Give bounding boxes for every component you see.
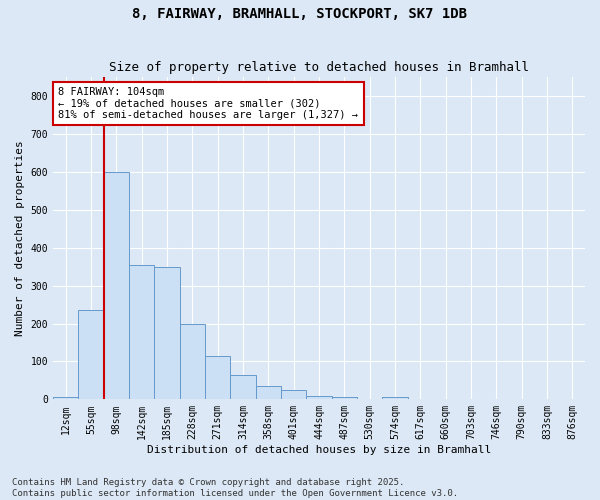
Text: 8 FAIRWAY: 104sqm
← 19% of detached houses are smaller (302)
81% of semi-detache: 8 FAIRWAY: 104sqm ← 19% of detached hous… [58,86,358,120]
Text: 8, FAIRWAY, BRAMHALL, STOCKPORT, SK7 1DB: 8, FAIRWAY, BRAMHALL, STOCKPORT, SK7 1DB [133,8,467,22]
Title: Size of property relative to detached houses in Bramhall: Size of property relative to detached ho… [109,62,529,74]
Bar [104,172,129,400]
Bar [129,264,154,400]
Bar [230,374,256,400]
Bar [205,356,230,400]
Text: Contains HM Land Registry data © Crown copyright and database right 2025.
Contai: Contains HM Land Registry data © Crown c… [12,478,458,498]
Bar [382,398,407,400]
Bar [281,390,307,400]
Bar [332,398,357,400]
Bar [256,386,281,400]
Bar [154,266,179,400]
Bar [179,324,205,400]
Bar [53,398,79,400]
Bar [307,396,332,400]
Bar [79,310,104,400]
X-axis label: Distribution of detached houses by size in Bramhall: Distribution of detached houses by size … [147,445,491,455]
Y-axis label: Number of detached properties: Number of detached properties [15,140,25,336]
